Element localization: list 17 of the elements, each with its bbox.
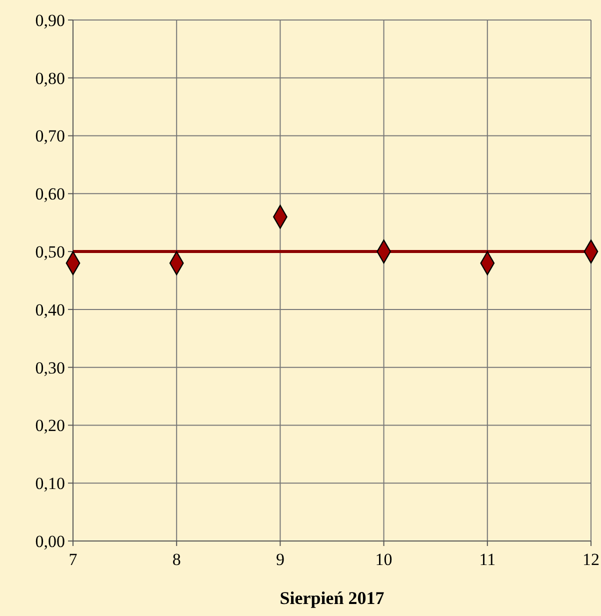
- y-tick-label: 0,00: [35, 532, 65, 551]
- x-tick-label: 12: [582, 550, 600, 569]
- y-tick-label: 0,60: [35, 184, 65, 204]
- x-tick-label: 8: [172, 550, 181, 569]
- x-tick-label: 9: [276, 550, 284, 569]
- y-tick-label: 0,90: [35, 10, 65, 30]
- y-tick-label: 0,40: [35, 300, 65, 320]
- x-axis-title: Sierpień 2017: [280, 588, 384, 608]
- y-tick-label: 0,80: [35, 68, 65, 88]
- x-tick-label: 7: [68, 550, 78, 569]
- x-tick-label: 10: [375, 550, 392, 569]
- x-tick-label: 11: [479, 550, 496, 569]
- y-tick-label: 0,20: [35, 416, 65, 436]
- y-tick-label: 0,50: [35, 242, 65, 262]
- y-tick-label: 0,30: [35, 358, 65, 378]
- y-tick-label: 0,70: [35, 126, 65, 146]
- y-tick-label: 0,10: [35, 474, 65, 494]
